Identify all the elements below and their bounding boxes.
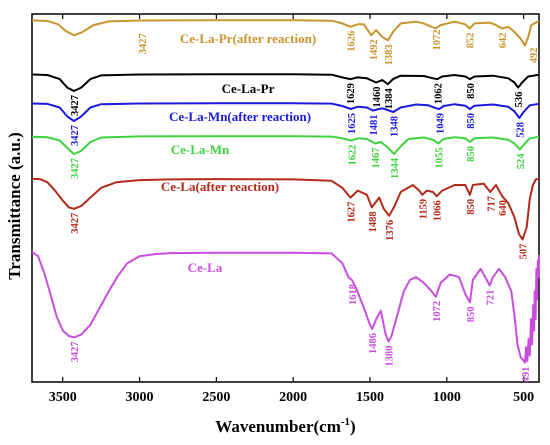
series-line-2 <box>31 102 540 122</box>
peak-label: 1486 <box>368 333 379 354</box>
plot-frame <box>31 13 540 383</box>
peak-label: 1376 <box>385 220 396 241</box>
x-tick-label: 3500 <box>49 390 77 405</box>
peak-label: 1062 <box>433 83 444 104</box>
peak-label: 3427 <box>70 213 81 234</box>
x-axis-title: Wavenumber(cm-1) <box>215 416 355 436</box>
peak-label: 852 <box>466 33 477 49</box>
x-tick-label: 3000 <box>126 390 154 405</box>
series-name-2: Ce-La-Mn(after reaction) <box>169 109 311 124</box>
series-name-3: Ce-La-Mn <box>171 142 230 157</box>
peak-label: 507 <box>519 244 530 260</box>
x-tick-label: 2000 <box>279 390 307 405</box>
series-line-1 <box>31 73 540 92</box>
peak-label: 1066 <box>433 200 444 221</box>
peak-label: 642 <box>498 32 509 48</box>
x-tick-label: 2500 <box>202 390 230 405</box>
peak-label: 1383 <box>384 44 395 65</box>
peak-label: 1481 <box>369 114 380 135</box>
series-name-5: Ce-La <box>188 260 223 275</box>
peak-label: 3427 <box>70 341 81 362</box>
peak-label: 1492 <box>369 39 380 60</box>
y-axis-title: Transmittance (a.u.) <box>5 132 24 279</box>
peak-label: 3427 <box>70 158 81 179</box>
peak-label: 1384 <box>384 87 395 109</box>
peak-label: 1344 <box>390 157 401 179</box>
peak-label: 1625 <box>347 113 358 134</box>
peak-label: 1627 <box>347 202 358 223</box>
peak-label: 1049 <box>435 113 446 134</box>
peak-label: 1460 <box>372 86 383 107</box>
peak-label: 1488 <box>368 211 379 232</box>
peak-label: 1467 <box>371 148 382 169</box>
x-tick-label: 500 <box>513 390 534 405</box>
peak-label: 1348 <box>389 116 400 137</box>
peak-label: 1380 <box>384 346 395 367</box>
series-name-4: Ce-La(after reaction) <box>161 179 279 194</box>
peak-label: 536 <box>514 92 525 108</box>
peak-label: 1626 <box>347 31 358 52</box>
peak-label: 850 <box>466 113 477 129</box>
series-line-4 <box>31 177 540 241</box>
peak-label: 492 <box>529 48 540 64</box>
peak-label: 1072 <box>432 30 443 51</box>
series-line-0 <box>31 19 540 47</box>
peak-label: 1072 <box>432 301 443 322</box>
x-tick-label: 1000 <box>433 390 461 405</box>
peak-label: 528 <box>515 122 526 138</box>
peak-label: 850 <box>466 306 477 322</box>
peak-label: 1629 <box>346 83 357 104</box>
peak-label: 850 <box>466 83 477 99</box>
peak-label: 3427 <box>70 95 81 116</box>
peak-label: 640 <box>498 200 509 216</box>
peak-label: 524 <box>516 153 527 170</box>
peak-label: 3427 <box>138 33 149 54</box>
peak-label: 1159 <box>418 199 429 219</box>
series-line-5 <box>31 251 540 364</box>
peak-label: 717 <box>486 196 497 212</box>
x-tick-label: 1500 <box>356 390 384 405</box>
series-name-0: Ce-La-Pr(after reaction) <box>180 31 316 46</box>
peak-label: 1055 <box>434 148 445 169</box>
peak-label: 491 <box>521 367 532 383</box>
peak-label: 3427 <box>70 125 81 146</box>
peak-label: 1618 <box>348 284 359 305</box>
peak-label: 850 <box>466 199 477 215</box>
series-name-1: Ce-La-Pr <box>222 81 275 96</box>
peak-label: 1622 <box>347 145 358 166</box>
series-line-3 <box>31 135 540 155</box>
peak-label: 850 <box>466 146 477 162</box>
peak-label: 721 <box>486 290 497 306</box>
